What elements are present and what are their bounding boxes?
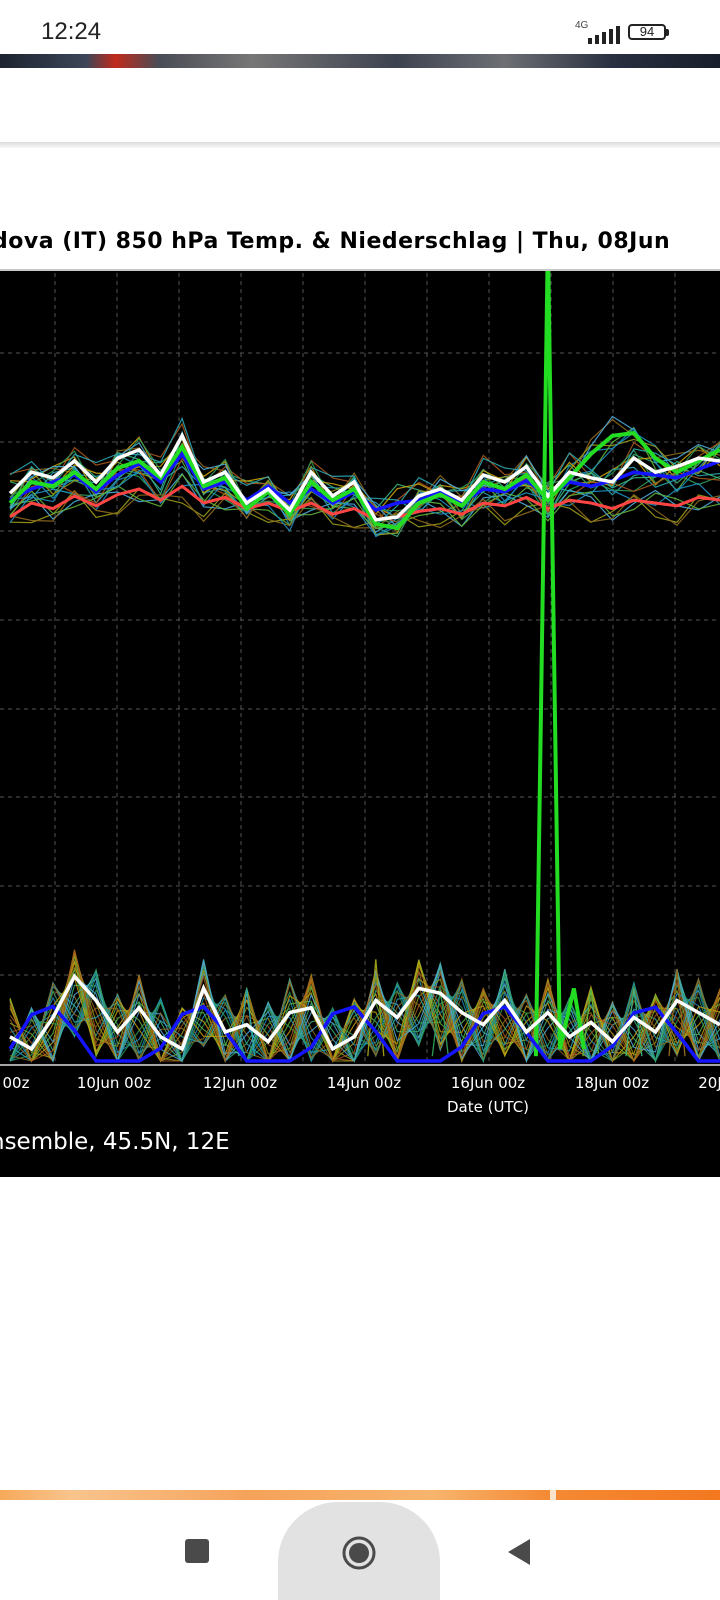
home-icon[interactable] xyxy=(341,1535,377,1571)
page-progress-bar xyxy=(0,1490,720,1500)
ensemble-precip-line xyxy=(9,949,720,1064)
x-tick-label: 16Jun 00z xyxy=(451,1074,525,1092)
x-tick-label: 12Jun 00z xyxy=(203,1074,277,1092)
ensemble-temp-line xyxy=(9,490,720,529)
x-axis-label: Date (UTC) xyxy=(447,1098,529,1116)
temp-mean-line xyxy=(8,431,720,522)
battery-icon: 94 xyxy=(628,24,672,44)
chart-canvas: 00z 10Jun 00z 12Jun 00z 14Jun 00z 16Jun 00z 1… xyxy=(0,238,720,1116)
status-bar: 12:24 4G 94 xyxy=(0,0,720,54)
x-tick-label: 00z xyxy=(3,1074,30,1092)
x-tick-label: 14Jun 00z xyxy=(327,1074,401,1092)
ensemble-precip-line xyxy=(9,976,720,1063)
chart-title: dova (IT) 850 hPa Temp. & Niederschlag |… xyxy=(0,229,671,254)
precip-spike-line xyxy=(238,988,256,1057)
progress-thumb xyxy=(550,1490,556,1500)
header-divider xyxy=(0,142,720,148)
precip-spike-line xyxy=(431,988,449,1057)
temp-line-green xyxy=(8,430,720,531)
ensemble-temp-line xyxy=(9,487,720,529)
precip-spike-line xyxy=(582,988,600,1057)
status-time: 12:24 xyxy=(41,18,102,45)
recent-apps-icon[interactable] xyxy=(184,1538,210,1564)
battery-level: 94 xyxy=(639,24,655,39)
cropped-header-image xyxy=(0,54,720,68)
ensemble-temp-line xyxy=(9,436,720,519)
page-header xyxy=(0,68,720,142)
precip-spike-line xyxy=(625,988,643,1057)
chart-title-bar: dova (IT) 850 hPa Temp. & Niederschlag |… xyxy=(0,219,720,271)
ensemble-temp-line xyxy=(9,415,720,528)
temp-line-red xyxy=(9,484,720,522)
network-type-label: 4G xyxy=(575,20,589,31)
back-icon[interactable] xyxy=(506,1538,532,1566)
signal-icon xyxy=(588,26,620,44)
x-tick-label: 18Jun 00z xyxy=(575,1074,649,1092)
ensemble-precip-line xyxy=(9,980,720,1063)
ensemble-temp-line xyxy=(9,426,720,530)
x-tick-label: 20J xyxy=(698,1074,720,1092)
forecast-chart[interactable]: 00z 10Jun 00z 12Jun 00z 14Jun 00z 16Jun 00z 1… xyxy=(0,219,720,1177)
precip-mean-line xyxy=(9,973,720,1052)
x-tick-label: 10Jun 00z xyxy=(77,1074,151,1092)
chart-subtitle: nsemble, 45.5N, 12E xyxy=(0,1129,230,1155)
precip-green-spike xyxy=(533,238,586,1057)
ensemble-temp-line xyxy=(9,427,720,537)
